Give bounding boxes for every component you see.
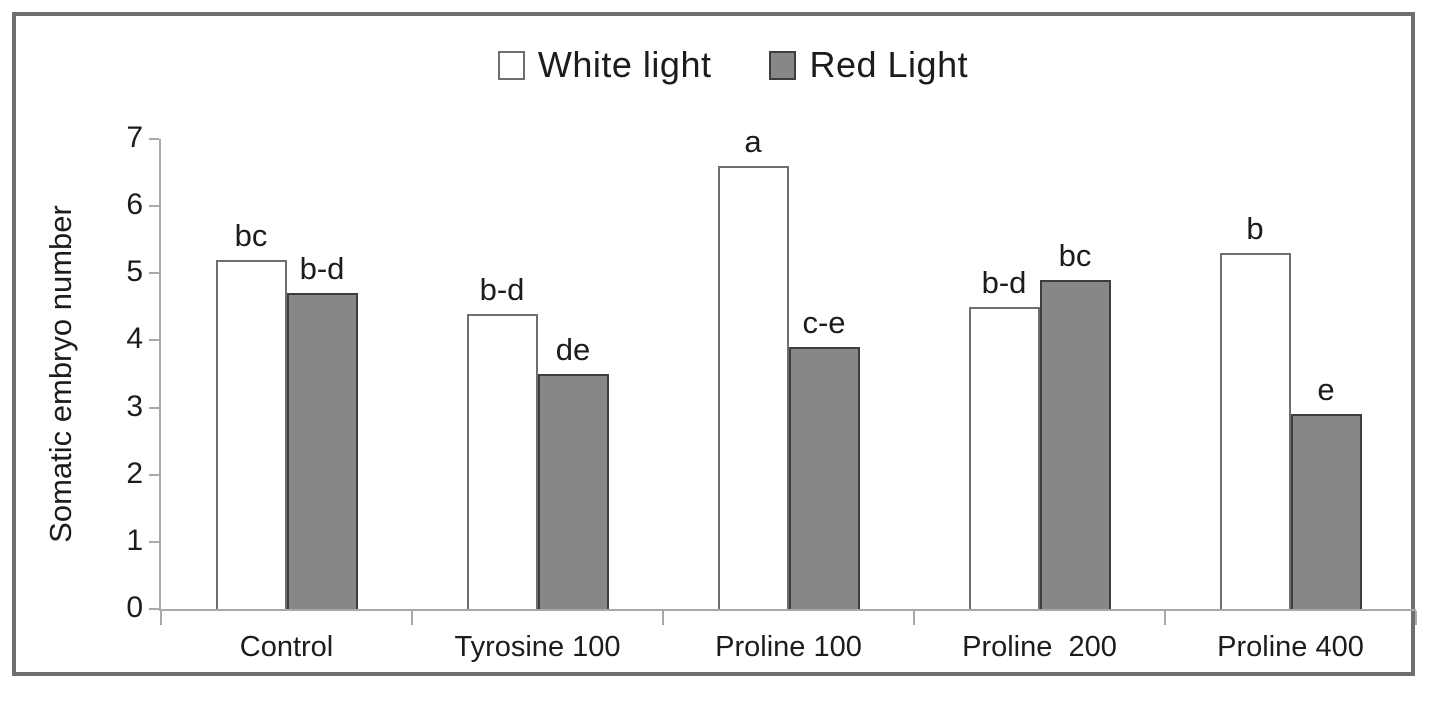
y-tick [149, 608, 159, 610]
significance-label: de [555, 332, 591, 367]
legend: White light Red Light [16, 44, 1434, 86]
y-axis-line [159, 139, 161, 611]
y-axis-title: Somatic embryo number [43, 205, 78, 543]
bar-white-light [717, 165, 789, 609]
plot-area: 0 1 2 3 4 5 6 7 bc b-d Control b-d de Tyrosine 100 a c-… [126, 121, 1417, 663]
x-category-label: Proline 400 [1217, 631, 1364, 663]
significance-label: e [1317, 372, 1335, 408]
x-tick [1164, 611, 1166, 625]
y-tick-label: 2 [126, 456, 143, 490]
bar-red-light [1290, 414, 1362, 609]
significance-label: bc [234, 217, 268, 253]
y-tick-label: 7 [126, 121, 143, 154]
bar-white-light [466, 313, 538, 609]
x-tick [411, 611, 413, 625]
significance-label: b [1246, 211, 1264, 247]
bar-red-light [1039, 280, 1111, 609]
y-tick-label: 0 [126, 591, 143, 624]
x-category-label: Tyrosine 100 [454, 631, 621, 663]
y-tick-label: 6 [126, 188, 143, 222]
y-tick-label: 5 [126, 255, 143, 289]
bar-red-light [286, 293, 358, 609]
legend-item-red-light: Red Light [769, 44, 968, 86]
x-tick [1415, 611, 1417, 625]
significance-label: c-e [802, 305, 846, 341]
white-light-swatch-icon [497, 50, 525, 80]
y-tick [149, 540, 159, 543]
significance-label: b-d [299, 251, 345, 287]
figure-frame: White light Red Light Somatic embryo num… [12, 12, 1417, 676]
y-tick [149, 473, 159, 476]
bar-red-light [788, 347, 860, 609]
significance-label: bc [1058, 238, 1092, 273]
x-category-label: Proline 100 [715, 631, 862, 663]
y-tick-label: 3 [126, 389, 143, 423]
x-category-label: Control [239, 631, 334, 663]
y-tick-label: 4 [126, 322, 143, 356]
bar-white-light [215, 259, 287, 609]
x-tick [662, 611, 664, 625]
y-tick [149, 272, 159, 275]
bar-white-light [1219, 253, 1291, 609]
legend-label-red-light: Red Light [809, 44, 969, 85]
legend-item-white-light: White light [497, 44, 712, 86]
y-tick [149, 339, 159, 342]
red-light-swatch-icon [769, 50, 797, 80]
bar-red-light [537, 374, 609, 609]
bar-white-light [968, 306, 1040, 609]
x-category-label: Proline 200 [962, 631, 1117, 663]
y-tick [149, 406, 159, 409]
x-tick [160, 611, 162, 625]
significance-label: b-d [479, 271, 525, 307]
y-tick [149, 205, 159, 208]
x-tick [913, 611, 915, 625]
significance-label: b-d [981, 264, 1027, 300]
legend-label-white-light: White light [537, 44, 712, 85]
y-tick-label: 1 [126, 523, 143, 557]
y-tick [149, 138, 159, 140]
significance-label: a [744, 123, 762, 159]
x-axis-line [159, 609, 1416, 611]
